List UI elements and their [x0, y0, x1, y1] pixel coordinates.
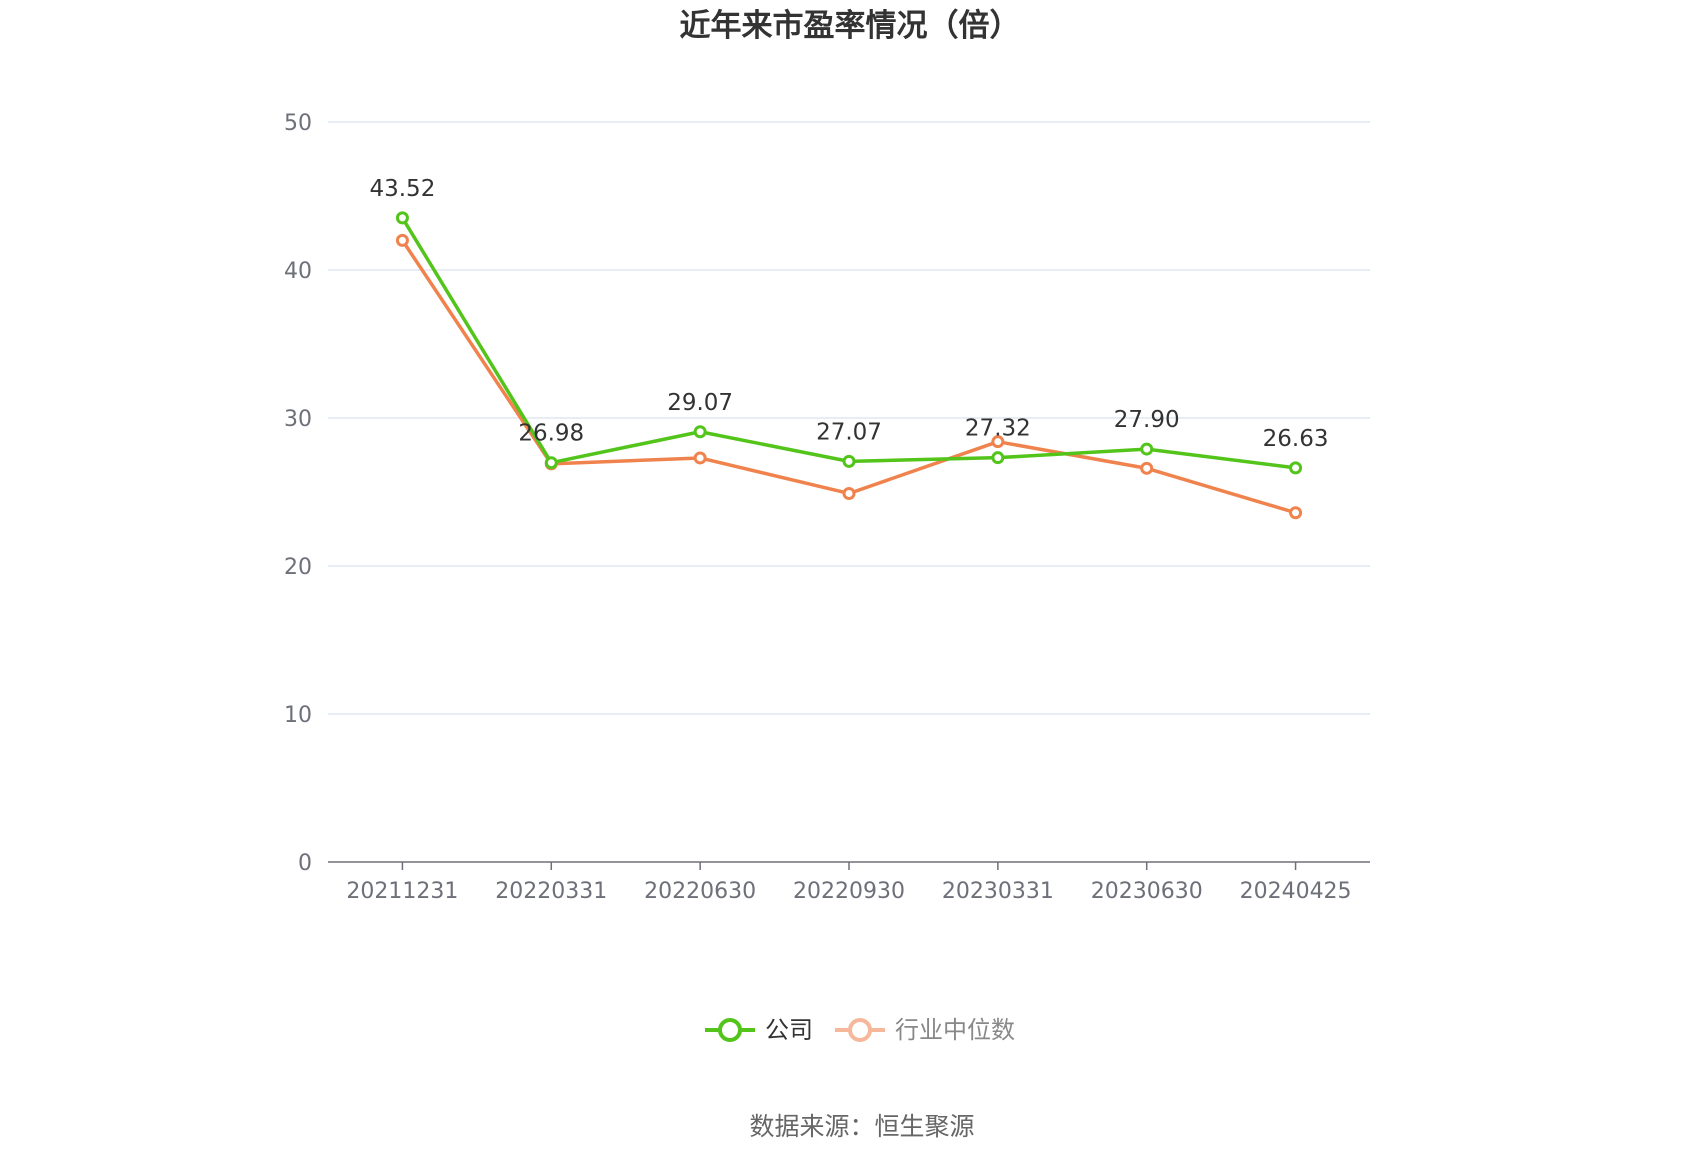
data-point[interactable] — [842, 454, 856, 468]
data-source: 数据来源：恒生聚源 — [749, 1112, 974, 1141]
x-tick-label: 20230630 — [1091, 879, 1203, 904]
series-lines — [395, 211, 1303, 520]
x-tick-label: 20240425 — [1240, 879, 1352, 904]
data-label: 27.07 — [816, 419, 882, 445]
data-label: 29.07 — [667, 390, 733, 416]
x-tick-label: 20220331 — [495, 879, 607, 904]
y-tick-label: 0 — [298, 851, 312, 876]
y-tick-label: 20 — [284, 555, 312, 580]
data-point[interactable] — [1140, 461, 1154, 475]
data-label: 27.32 — [965, 416, 1031, 442]
x-tick-label: 20220930 — [793, 879, 905, 904]
data-point[interactable] — [395, 233, 409, 247]
legend-company-marker — [718, 1018, 742, 1042]
legend-item-company[interactable]: 公司 — [705, 1016, 813, 1044]
legend: 公司 行业中位数 — [705, 1016, 1015, 1044]
legend-industry-label: 行业中位数 — [895, 1016, 1015, 1044]
x-axis: 20211231 20220331 20220630 20220930 20230331… — [328, 861, 1370, 904]
data-point[interactable] — [544, 456, 558, 470]
chart-title: 近年来市盈率情况（倍） — [680, 8, 1021, 44]
y-tick-label: 50 — [284, 111, 312, 136]
data-point[interactable] — [1140, 442, 1154, 456]
x-tick-label: 20220630 — [644, 879, 756, 904]
data-label: 26.63 — [1263, 426, 1329, 452]
legend-item-industry-median[interactable]: 行业中位数 — [835, 1016, 1015, 1044]
data-point[interactable] — [1289, 506, 1303, 520]
y-tick-label: 40 — [284, 259, 312, 284]
series-company — [395, 211, 1303, 475]
data-label: 43.52 — [369, 176, 435, 202]
data-label: 27.90 — [1114, 407, 1180, 433]
x-tick-label: 20211231 — [346, 879, 458, 904]
series-line — [400, 239, 1297, 515]
grid-lines — [328, 121, 1370, 715]
data-point[interactable] — [991, 451, 1005, 465]
legend-industry-marker — [848, 1018, 872, 1042]
y-axis: 0 10 20 30 40 50 — [284, 111, 312, 876]
series-industry-median — [395, 233, 1303, 520]
data-point[interactable] — [842, 486, 856, 500]
data-point[interactable] — [1289, 461, 1303, 475]
x-tick-label: 20230331 — [942, 879, 1054, 904]
data-point[interactable] — [693, 451, 707, 465]
y-tick-label: 10 — [284, 703, 312, 728]
data-point[interactable] — [991, 435, 1005, 449]
data-point[interactable] — [395, 211, 409, 225]
data-point[interactable] — [693, 425, 707, 439]
legend-company-label: 公司 — [765, 1016, 813, 1044]
data-labels: 43.52 26.98 29.07 27.07 27.32 27.90 26.63 — [369, 176, 1328, 452]
y-tick-label: 30 — [284, 407, 312, 432]
data-label: 26.98 — [518, 421, 584, 447]
